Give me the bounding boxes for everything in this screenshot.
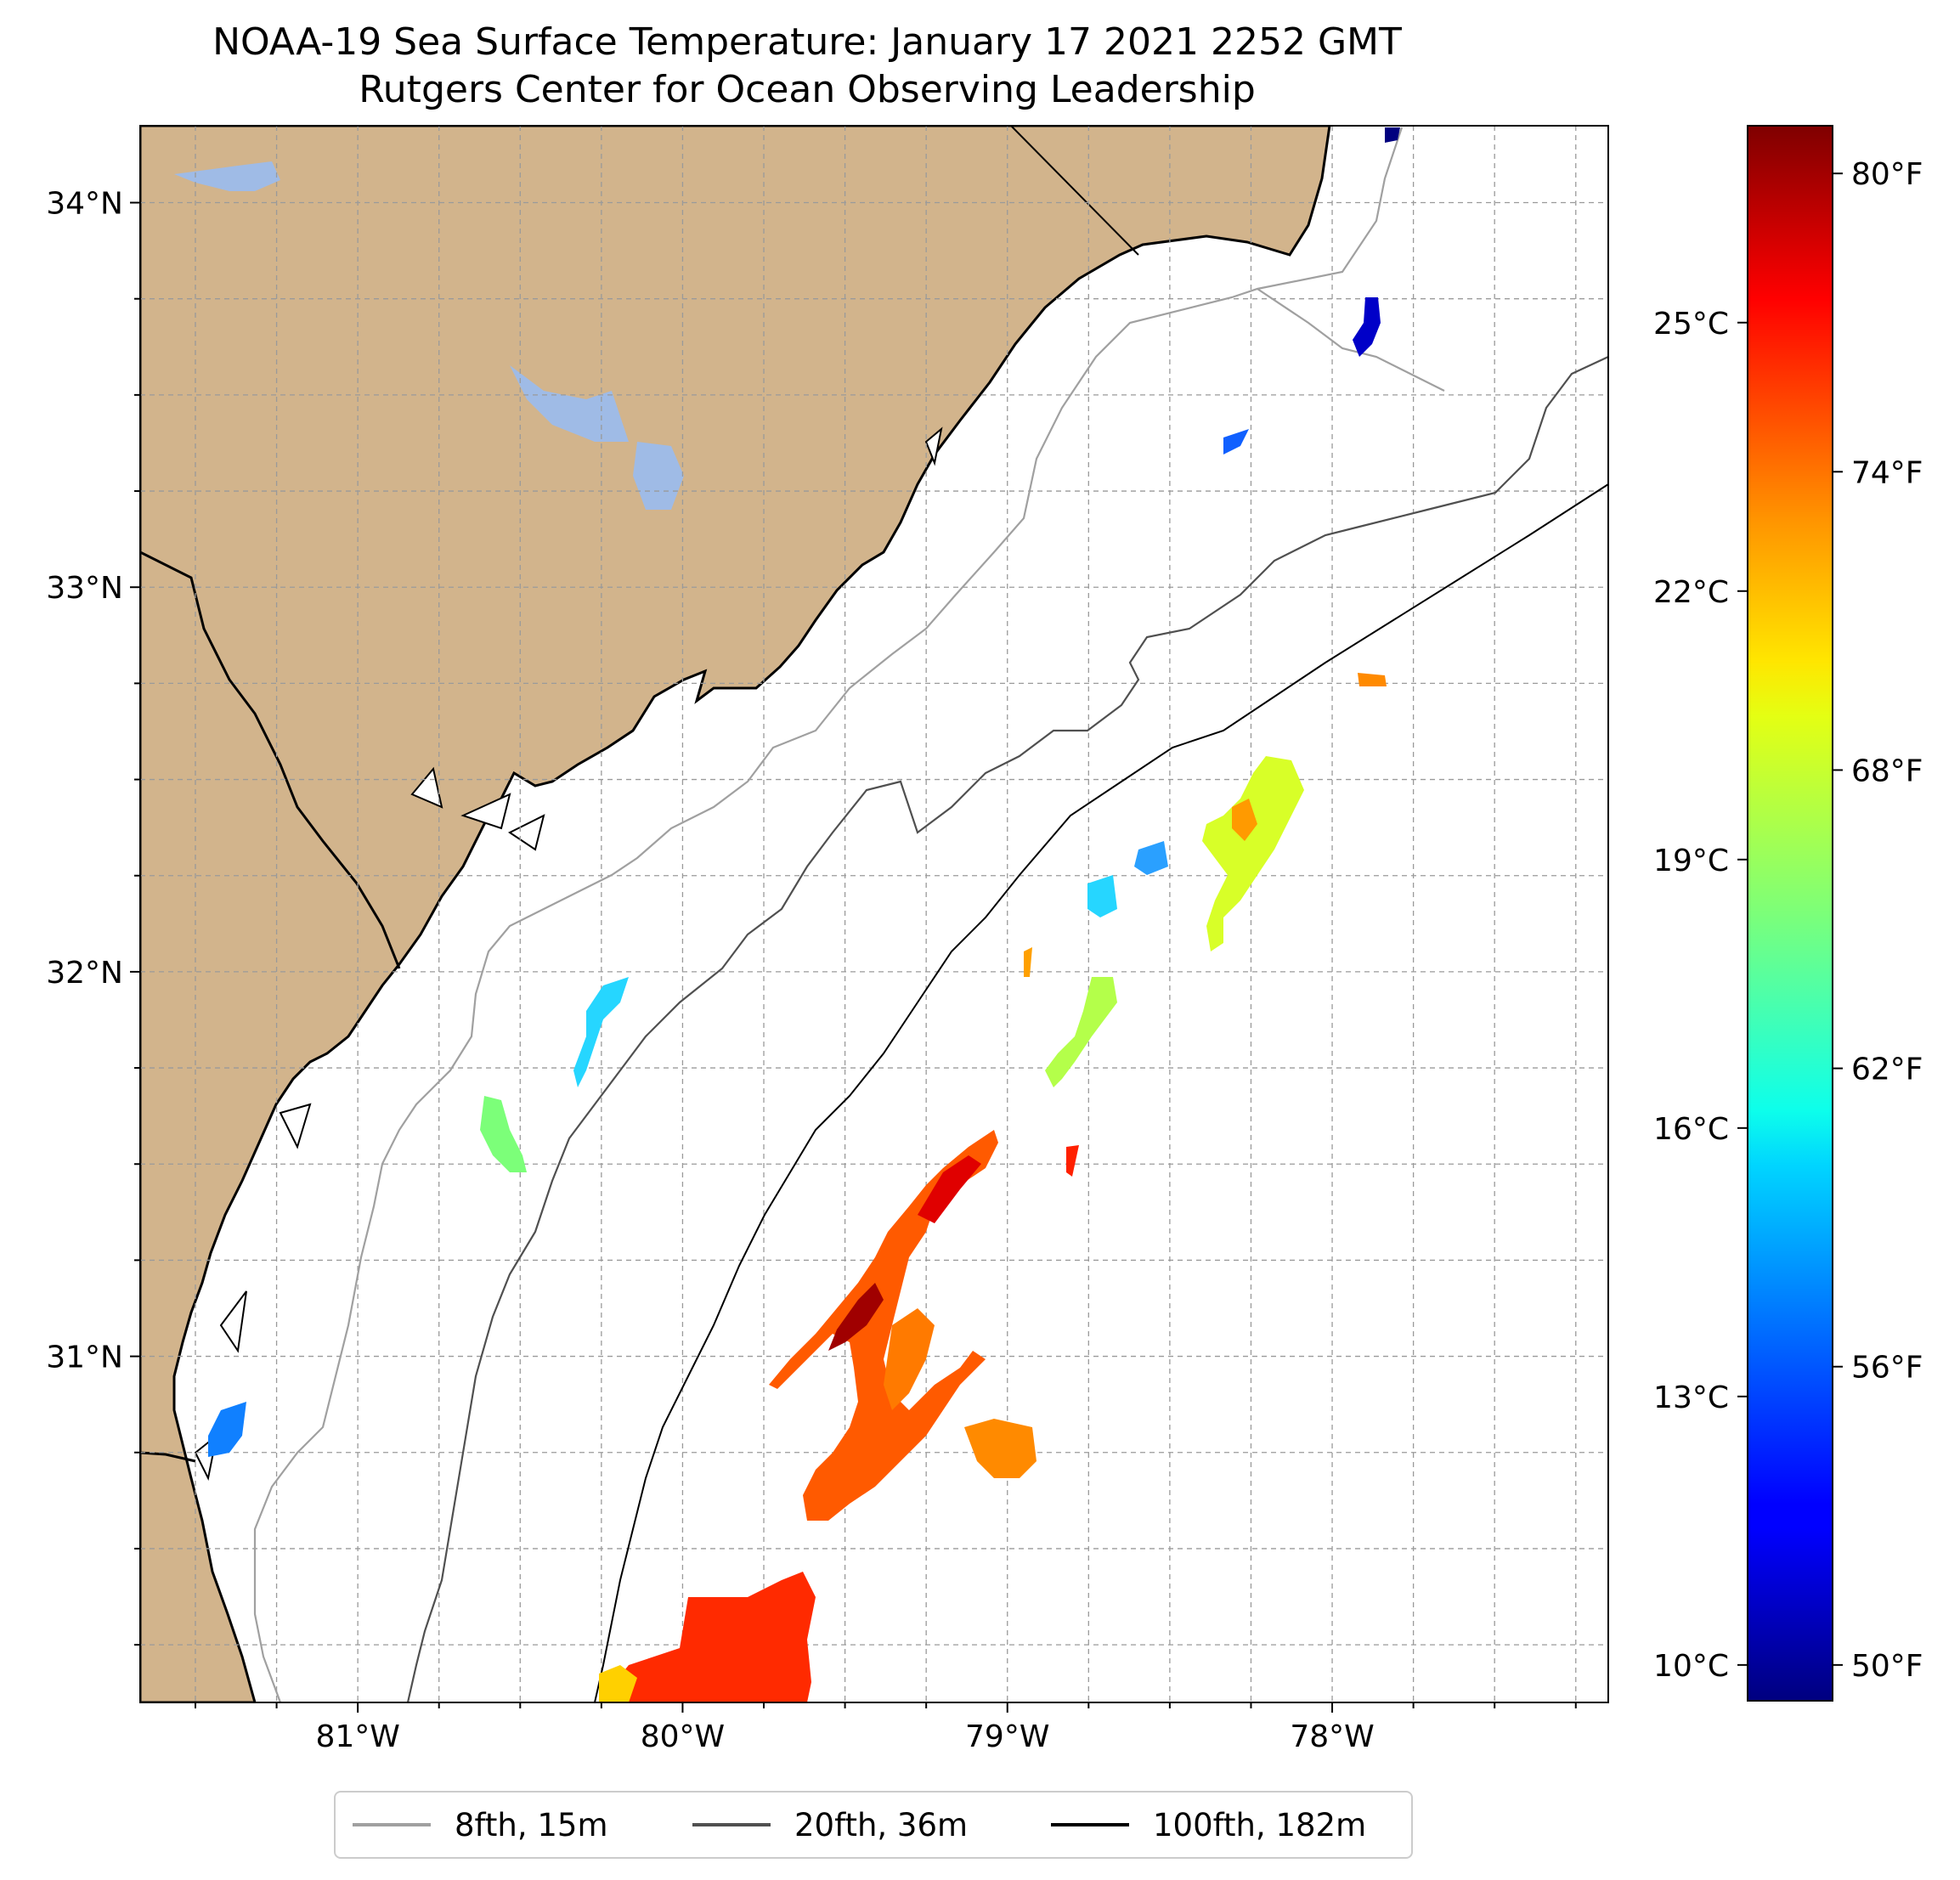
sst-patch-tiny-red	[1066, 1145, 1079, 1177]
colorbar: 25°C 22°C 19°C 16°C 13°C 10°C 80°F 74°F 68°F 62°…	[1653, 125, 1923, 1702]
legend-entry-20fth: 20fth, 36m	[692, 1792, 968, 1857]
colorbar-c-label: 13°C	[1653, 1380, 1729, 1415]
legend-swatch-20fth	[692, 1823, 771, 1826]
colorbar-f-label: 80°F	[1851, 157, 1923, 192]
sst-patch-northeast-cyan	[1087, 875, 1117, 917]
sst-patch-dark-red	[828, 1283, 884, 1351]
sst-patch-cool-w	[480, 1096, 527, 1172]
colorbar-fahrenheit-ticks: 80°F 74°F 68°F 62°F 56°F 50°F	[1833, 157, 1923, 1684]
lon-label: 78°W	[1290, 1719, 1374, 1754]
land-mass	[140, 126, 1331, 1702]
map-frame	[139, 125, 1609, 1703]
sst-patch-southeast-warm	[769, 1130, 998, 1521]
sst-patch-north-dark	[1385, 127, 1400, 143]
contour-8fth	[253, 127, 1404, 1702]
contour-20fth	[406, 356, 1608, 1702]
lon-label: 81°W	[315, 1719, 399, 1754]
sst-patch-north-blue	[1223, 429, 1249, 454]
sst-patch-coastal-blue	[208, 1402, 246, 1457]
legend-swatch-8fth	[353, 1823, 431, 1826]
colorbar-f-label: 74°F	[1851, 455, 1923, 490]
sst-patch-mid-green	[1045, 977, 1117, 1087]
colorbar-c-label: 19°C	[1653, 844, 1729, 878]
tidal-inlets	[194, 426, 943, 1482]
sst-patch-northeast-blue	[1134, 841, 1168, 875]
map-title: NOAA-19 Sea Surface Temperature: January…	[212, 20, 1402, 64]
sst-patch-far-east-orange	[1358, 673, 1387, 686]
map-subtitle: Rutgers Center for Ocean Observing Leade…	[359, 68, 1256, 111]
lat-label: 33°N	[46, 571, 123, 606]
lat-label: 32°N	[46, 956, 123, 991]
state-border-inland	[140, 550, 401, 969]
sst-patch-red-center	[918, 1155, 981, 1223]
sst-patch-northeast-yellow	[1202, 756, 1304, 951]
gridlines	[140, 126, 1608, 1702]
colorbar-c-label: 22°C	[1653, 575, 1729, 610]
legend-entry-100fth: 100fth, 182m	[1051, 1792, 1366, 1857]
lat-label: 34°N	[46, 187, 123, 222]
latitude-ticks: 34°N 33°N 32°N 31°N	[46, 187, 140, 1646]
sst-patch-north-deep-blue	[1353, 297, 1381, 357]
sst-patches	[208, 127, 1400, 1702]
sst-patch-cool-nw	[573, 977, 629, 1087]
legend-swatch-100fth	[1051, 1823, 1129, 1826]
colorbar-f-label: 50°F	[1851, 1649, 1923, 1684]
lon-label: 80°W	[641, 1719, 725, 1754]
legend-label-8fth: 8fth, 15m	[455, 1806, 608, 1843]
colorbar-f-label: 56°F	[1851, 1351, 1923, 1386]
lon-label: 79°W	[965, 1719, 1049, 1754]
sst-patch-southwest-warm	[612, 1572, 816, 1702]
legend-label-100fth: 100fth, 182m	[1153, 1806, 1367, 1843]
colorbar-f-label: 62°F	[1851, 1053, 1923, 1087]
colorbar-bar	[1747, 125, 1833, 1702]
sst-patch-small-warm	[964, 1419, 1036, 1478]
legend-entry-8fth: 8fth, 15m	[353, 1792, 608, 1857]
lat-label: 31°N	[46, 1341, 123, 1375]
contour-100fth	[594, 483, 1608, 1702]
colorbar-f-label: 68°F	[1851, 754, 1923, 788]
legend-label-20fth: 20fth, 36m	[794, 1806, 969, 1843]
sst-patch-northeast-orange	[1232, 799, 1257, 841]
longitude-ticks: 81°W 80°W 79°W 78°W	[194, 1702, 1577, 1754]
colorbar-celsius-ticks: 25°C 22°C 19°C 16°C 13°C 10°C	[1653, 307, 1748, 1684]
lakes	[174, 161, 684, 510]
map-area	[140, 126, 1608, 1702]
colorbar-c-label: 10°C	[1653, 1649, 1729, 1684]
sst-patch-tiny-orange	[1024, 947, 1032, 977]
sst-patch-orange-mid	[884, 1308, 935, 1410]
state-border	[1010, 126, 1139, 256]
contour-legend: 8fth, 15m 20fth, 36m 100fth, 182m	[334, 1791, 1413, 1859]
state-border-south	[140, 1451, 196, 1463]
colorbar-c-label: 25°C	[1653, 307, 1729, 342]
colorbar-c-label: 16°C	[1653, 1112, 1729, 1147]
sst-patch-southwest-yellow	[599, 1665, 637, 1702]
